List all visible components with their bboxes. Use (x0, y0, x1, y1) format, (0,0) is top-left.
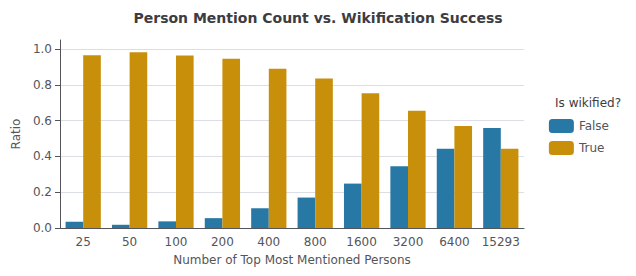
svg-text:0.2: 0.2 (33, 185, 52, 199)
svg-text:100: 100 (165, 235, 188, 249)
svg-text:False: False (579, 119, 609, 133)
svg-text:Ratio: Ratio (9, 119, 23, 150)
svg-text:0.8: 0.8 (33, 78, 52, 92)
svg-text:25: 25 (76, 235, 91, 249)
svg-text:Person Mention Count vs. Wikif: Person Mention Count vs. Wikification Su… (133, 10, 502, 26)
svg-text:1600: 1600 (346, 235, 377, 249)
svg-text:50: 50 (122, 235, 137, 249)
svg-text:800: 800 (304, 235, 327, 249)
svg-text:0.4: 0.4 (33, 149, 52, 163)
svg-text:0.6: 0.6 (33, 114, 52, 128)
svg-text:3200: 3200 (393, 235, 424, 249)
svg-text:Is wikified?: Is wikified? (555, 96, 621, 110)
svg-text:Number of Top Most Mentioned P: Number of Top Most Mentioned Persons (173, 253, 411, 267)
svg-text:0.0: 0.0 (33, 221, 52, 235)
svg-text:6400: 6400 (439, 235, 470, 249)
svg-text:200: 200 (211, 235, 234, 249)
svg-text:1.0: 1.0 (33, 42, 52, 56)
svg-text:True: True (578, 141, 605, 155)
svg-text:15293: 15293 (482, 235, 520, 249)
svg-text:400: 400 (257, 235, 280, 249)
